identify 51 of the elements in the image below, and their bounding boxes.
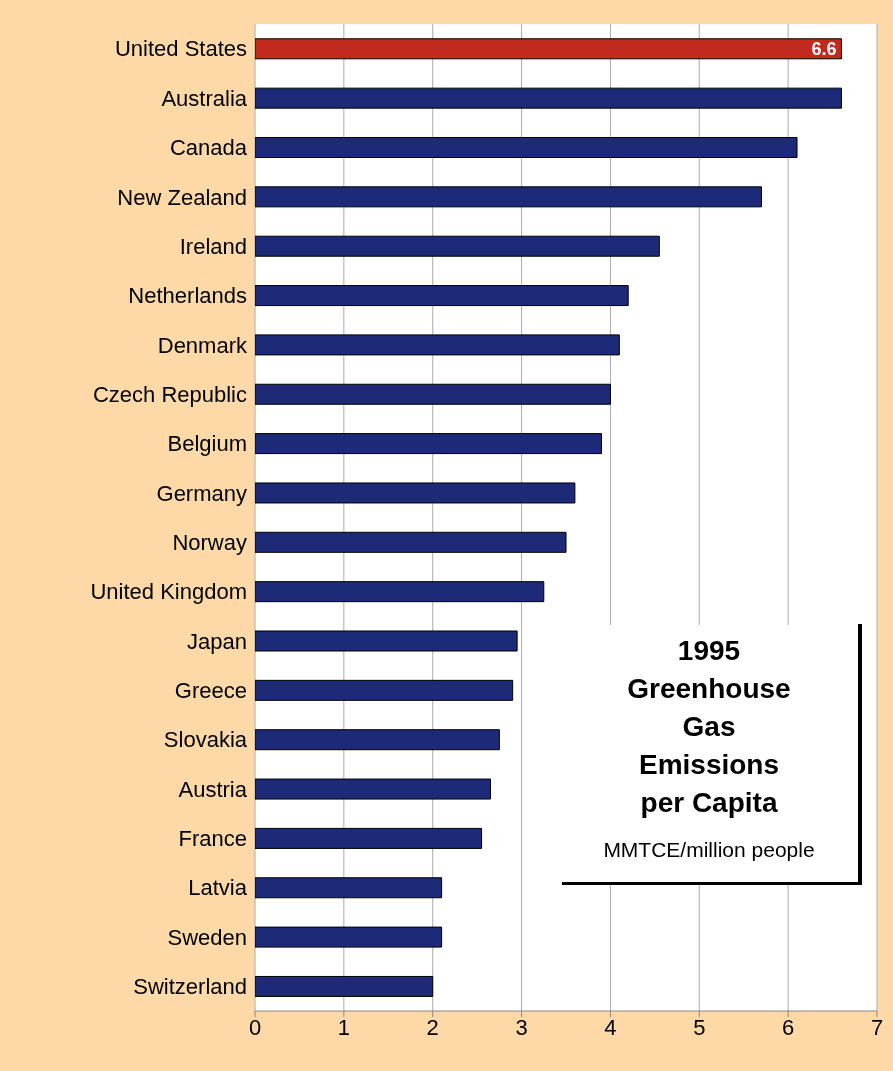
bar	[255, 433, 603, 455]
bar	[255, 87, 842, 109]
bar	[255, 482, 576, 504]
y-tick-label: United States	[114, 36, 247, 62]
x-tick-label: 3	[515, 1014, 528, 1040]
y-tick-label: United Kingdom	[90, 579, 247, 605]
y-tick-label: Sweden	[167, 924, 247, 950]
bar	[255, 531, 567, 553]
bar	[255, 827, 483, 849]
bar	[255, 926, 443, 948]
bar	[255, 630, 518, 652]
y-tick-label: Greece	[174, 678, 247, 704]
x-tick-label: 0	[248, 1014, 262, 1040]
bar	[255, 383, 611, 405]
bar	[255, 679, 514, 701]
y-tick-label: France	[178, 826, 247, 852]
text: MMTCE/million people	[602, 838, 816, 862]
text: 1995 Greenhouse Gas Emissions per Capita	[626, 634, 792, 820]
bar	[255, 778, 491, 800]
y-tick-label: Belgium	[167, 431, 247, 457]
x-tick-label: 5	[693, 1014, 706, 1040]
y-tick-label: Denmark	[157, 332, 248, 358]
y-tick-label: Czech Republic	[92, 381, 247, 407]
bar	[255, 975, 434, 997]
bar	[255, 285, 629, 307]
x-tick-label: 2	[426, 1014, 439, 1040]
y-tick-label: Norway	[172, 529, 247, 555]
y-tick-label: Switzerland	[133, 974, 247, 1000]
x-tick-label: 4	[604, 1014, 617, 1040]
bar	[255, 877, 443, 899]
y-tick-label: New Zealand	[117, 184, 247, 210]
y-tick-label: Netherlands	[128, 283, 247, 309]
y-tick-label: Ireland	[179, 233, 247, 259]
y-tick-label: Japan	[187, 628, 247, 654]
bar	[255, 235, 660, 257]
bar	[255, 38, 842, 60]
y-tick-label: Slovakia	[163, 727, 248, 753]
y-tick-label: Canada	[169, 135, 248, 161]
bar	[255, 137, 798, 159]
bar	[255, 581, 545, 603]
bar	[255, 729, 500, 751]
y-tick-label: Germany	[156, 480, 247, 506]
x-tick-label: 1	[337, 1014, 350, 1040]
bar	[255, 334, 620, 356]
bar	[255, 186, 762, 208]
x-tick-label: 6	[782, 1014, 795, 1040]
x-tick-label: 7	[870, 1014, 884, 1040]
y-tick-label: Austria	[178, 776, 248, 802]
y-tick-label: Australia	[161, 85, 248, 111]
data-label: 6.6	[811, 39, 837, 60]
y-tick-label: Latvia	[188, 875, 248, 901]
